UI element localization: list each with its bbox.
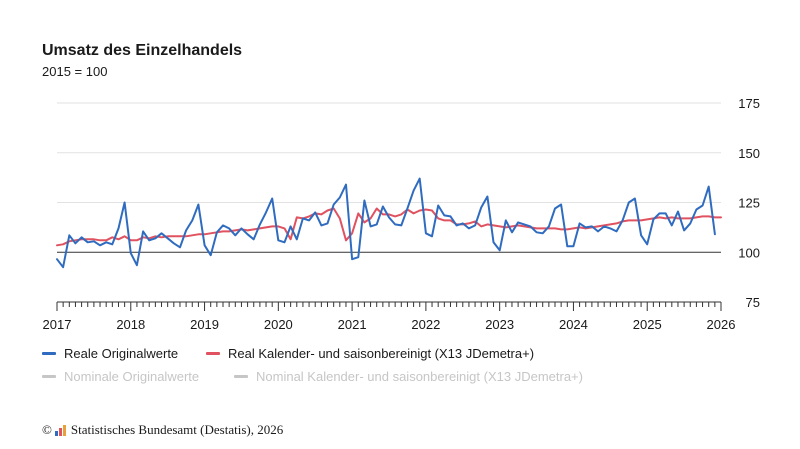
legend-item-nominal-saisonbereinigt[interactable]: Nominal Kalender- und saisonbereinigt (X… [234, 369, 583, 384]
y-tick-label: 150 [738, 146, 760, 161]
legend-item-reale-originalwerte[interactable]: Reale Originalwerte [42, 346, 178, 361]
y-tick-label: 125 [738, 196, 760, 211]
x-tick-label: 2021 [338, 317, 367, 332]
legend-swatch-grey [42, 375, 56, 378]
legend-label: Reale Originalwerte [64, 346, 179, 361]
series-line-real-saisonbereinigt [56, 207, 722, 247]
x-tick-label: 2020 [264, 317, 293, 332]
source-text: Statistisches Bundesamt (Destatis), 2026 [70, 422, 284, 437]
legend-label: Nominal Kalender- und saisonbereinigt (X… [256, 369, 583, 384]
y-tick-label: 100 [738, 245, 760, 260]
legend-swatch-grey [234, 375, 248, 378]
x-tick-label: 2019 [190, 317, 219, 332]
x-tick-label: 2025 [633, 317, 662, 332]
y-tick-label: 75 [746, 295, 760, 310]
source-note: © Statistisches Bundesamt (Destatis), 20… [42, 422, 283, 438]
series-line-reale-originalwerte [56, 177, 716, 269]
legend-swatch-red [206, 352, 220, 355]
x-tick-label: 2017 [43, 317, 72, 332]
legend-item-nominale-originalwerte[interactable]: Nominale Originalwerte [42, 369, 199, 384]
x-tick-label: 2018 [116, 317, 145, 332]
x-tick-label: 2024 [559, 317, 588, 332]
chart-subtitle: 2015 = 100 [42, 64, 108, 79]
copyright-symbol: © [42, 422, 52, 437]
y-tick-label: 175 [738, 96, 760, 111]
destatis-logo-icon [54, 424, 67, 436]
legend-label: Nominale Originalwerte [64, 369, 200, 384]
legend-item-real-saisonbereinigt[interactable]: Real Kalender- und saisonbereinigt (X13 … [206, 346, 534, 361]
x-tick-label: 2022 [411, 317, 440, 332]
x-tick-label: 2023 [485, 317, 514, 332]
legend-label: Real Kalender- und saisonbereinigt (X13 … [228, 346, 535, 361]
x-tick-label: 2026 [707, 317, 736, 332]
legend-swatch-blue [42, 352, 56, 355]
chart-title: Umsatz des Einzelhandels [42, 42, 243, 59]
